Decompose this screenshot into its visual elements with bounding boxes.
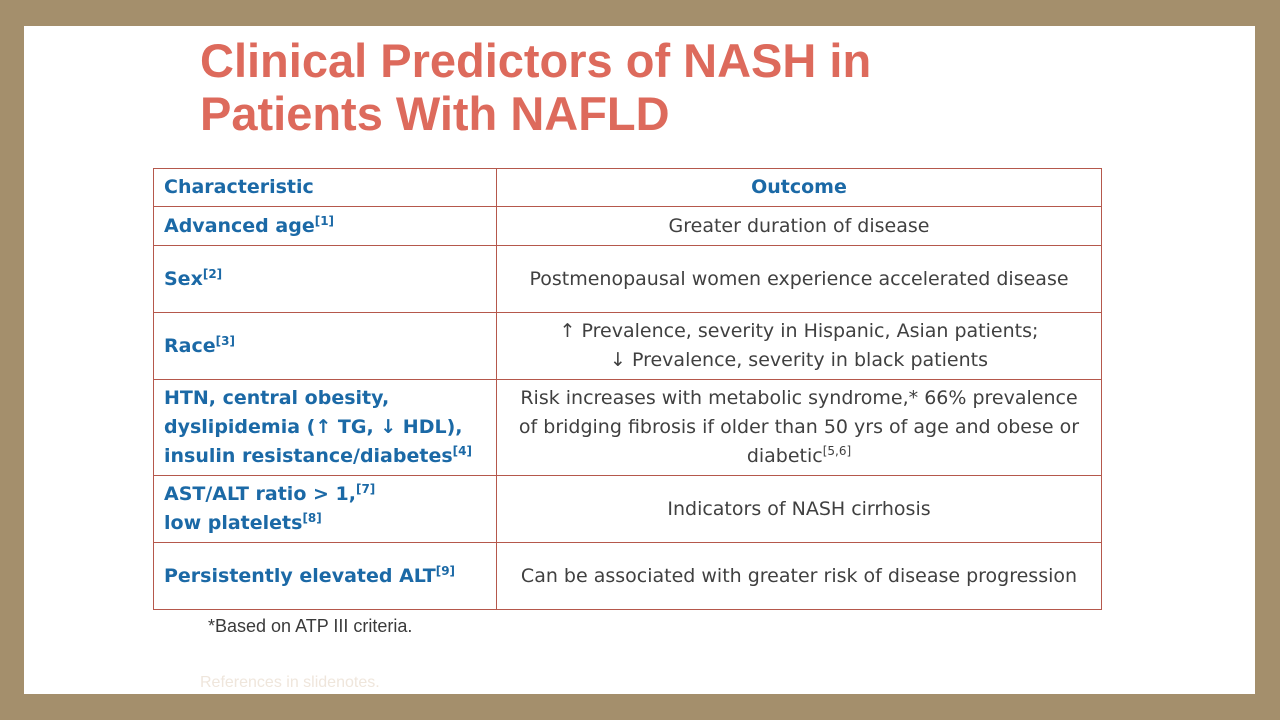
outcome-text: Risk increases with metabolic syndrome,*… [520,387,1078,409]
table-header-row: Characteristic Outcome [153,168,1102,207]
citation: [8] [302,511,322,525]
table-row: HTN, central obesity, dyslipidemia (↑ TG… [153,379,1102,476]
table-row: Sex[2] Postmenopausal women experience a… [153,245,1102,313]
outcome-text: Can be associated with greater risk of d… [520,564,1078,587]
table-row: Persistently elevated ALT[9] Can be asso… [153,542,1102,610]
predictors-table: Characteristic Outcome Advanced age[1] G… [153,168,1102,610]
citation: [5,6] [822,444,852,458]
citation: [3] [215,333,235,348]
characteristic-text: Race [164,334,216,357]
characteristic-text: Sex [164,267,203,290]
characteristic-text: dyslipidemia (↑ TG, ↓ HDL), [164,416,463,438]
outcome-text: diabetic [746,445,823,467]
characteristic-text: Advanced age [164,214,315,237]
outcome-text: Indicators of NASH cirrhosis [667,497,931,520]
citation: [1] [314,213,335,228]
characteristic-text: Persistently elevated ALT [164,564,436,587]
characteristic-cell: AST/ALT ratio > 1,[7] low platelets[8] [153,475,497,543]
slide: Clinical Predictors of NASH in Patients … [24,26,1255,694]
citation: [4] [452,444,472,458]
table-row: AST/ALT ratio > 1,[7] low platelets[8] I… [153,475,1102,543]
outcome-text: ↓ Prevalence, severity in black patients [610,349,988,371]
title-line-2: Patients With NAFLD [200,87,670,140]
outcome-cell: Can be associated with greater risk of d… [496,542,1102,610]
characteristic-cell: Race[3] [153,312,497,380]
references-note: References in slidenotes. [200,674,380,691]
citation: [2] [202,266,223,281]
outcome-cell: Postmenopausal women experience accelera… [496,245,1102,313]
characteristic-cell: Persistently elevated ALT[9] [153,542,497,610]
outcome-text: Postmenopausal women experience accelera… [529,267,1069,290]
header-outcome: Outcome [496,168,1102,207]
header-characteristic: Characteristic [153,168,497,207]
outcome-text: of bridging fibrosis if older than 50 yr… [518,416,1080,438]
characteristic-cell: HTN, central obesity, dyslipidemia (↑ TG… [153,379,497,476]
title-line-1: Clinical Predictors of NASH in [200,34,872,87]
characteristic-text: insulin resistance/diabetes [164,445,453,467]
outcome-cell: Risk increases with metabolic syndrome,*… [496,379,1102,476]
characteristic-text: HTN, central obesity, [164,387,390,409]
characteristic-cell: Advanced age[1] [153,206,497,246]
table-row: Advanced age[1] Greater duration of dise… [153,206,1102,246]
characteristic-cell: Sex[2] [153,245,497,313]
outcome-cell: Indicators of NASH cirrhosis [496,475,1102,543]
outcome-text: Greater duration of disease [668,214,930,237]
outcome-cell: ↑ Prevalence, severity in Hispanic, Asia… [496,312,1102,380]
footnote: *Based on ATP III criteria. [208,616,413,636]
characteristic-text: AST/ALT ratio > 1, [164,483,356,505]
outcome-text: ↑ Prevalence, severity in Hispanic, Asia… [559,320,1039,342]
characteristic-text: low platelets [164,512,303,534]
table-row: Race[3] ↑ Prevalence, severity in Hispan… [153,312,1102,380]
outcome-cell: Greater duration of disease [496,206,1102,246]
citation: [7] [355,482,376,496]
citation: [9] [435,563,456,578]
slide-title: Clinical Predictors of NASH in Patients … [200,34,1060,140]
